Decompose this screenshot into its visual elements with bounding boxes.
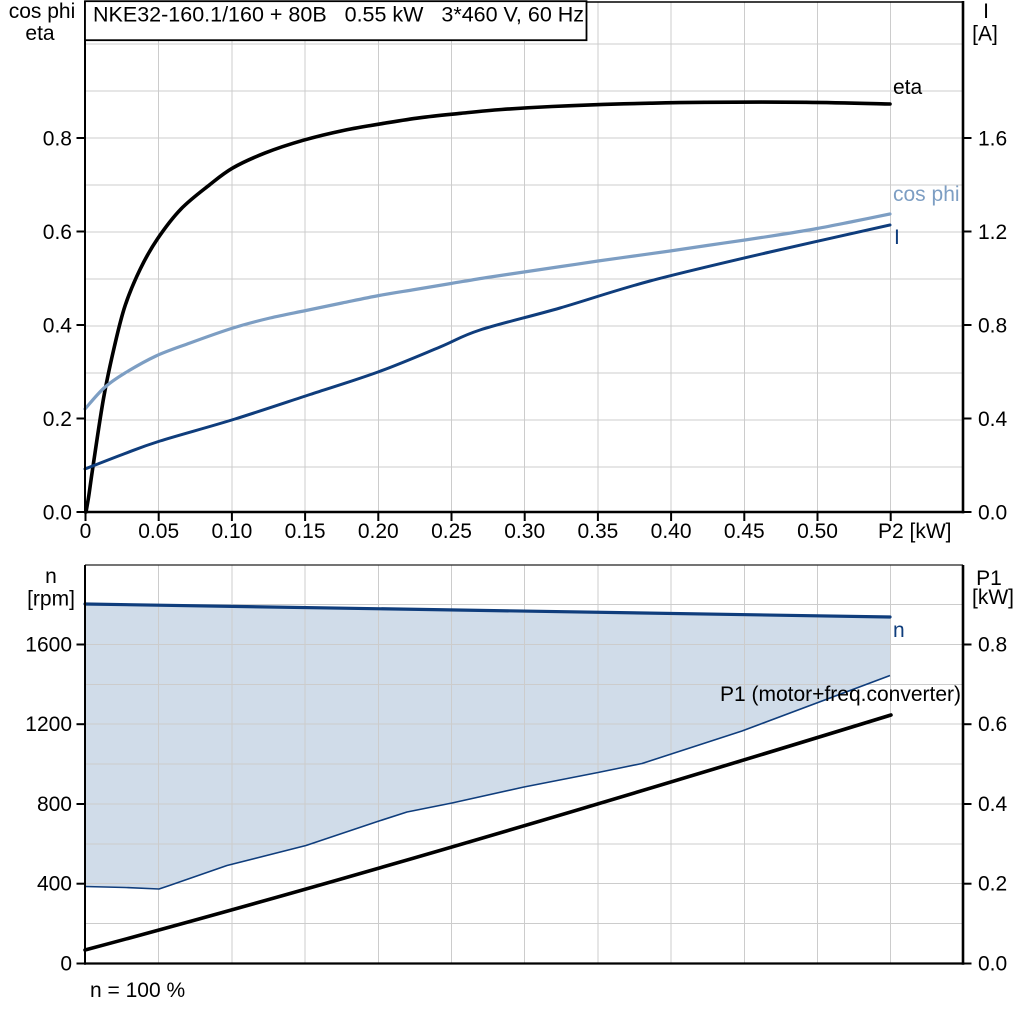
svg-text:0.2: 0.2 [43, 408, 72, 431]
svg-text:0.4: 0.4 [43, 315, 73, 338]
svg-text:1.6: 1.6 [978, 128, 1007, 151]
svg-text:0.40: 0.40 [651, 520, 692, 543]
svg-text:[kW]: [kW] [972, 586, 1014, 609]
svg-text:1.2: 1.2 [978, 221, 1007, 244]
svg-text:0.8: 0.8 [43, 128, 72, 151]
svg-text:0.6: 0.6 [43, 221, 72, 244]
svg-text:0.0: 0.0 [978, 502, 1007, 525]
svg-text:0.6: 0.6 [978, 713, 1007, 736]
svg-text:0.4: 0.4 [978, 408, 1008, 431]
svg-text:0.20: 0.20 [358, 520, 399, 543]
svg-text:0.05: 0.05 [138, 520, 179, 543]
svg-text:n = 100 %: n = 100 % [90, 979, 185, 1002]
svg-text:cos phi: cos phi [9, 0, 76, 23]
svg-text:0.4: 0.4 [978, 793, 1008, 816]
svg-text:0.10: 0.10 [211, 520, 252, 543]
svg-text:n: n [45, 565, 57, 588]
svg-text:eta: eta [25, 22, 55, 45]
svg-text:cos phi: cos phi [893, 183, 960, 206]
svg-text:0.0: 0.0 [43, 502, 72, 525]
svg-text:I: I [894, 226, 900, 249]
svg-text:eta: eta [893, 76, 923, 99]
svg-text:1600: 1600 [25, 634, 72, 657]
svg-text:0: 0 [80, 520, 92, 543]
svg-text:0.25: 0.25 [431, 520, 472, 543]
svg-text:0.2: 0.2 [978, 873, 1007, 896]
svg-text:400: 400 [37, 873, 72, 896]
svg-text:n: n [893, 619, 905, 642]
svg-text:0.50: 0.50 [797, 520, 838, 543]
svg-text:P1: P1 [976, 567, 1002, 590]
svg-text:0.8: 0.8 [978, 315, 1007, 338]
svg-text:0.0: 0.0 [978, 953, 1007, 976]
svg-text:NKE32-160.1/160 + 80B 0.55 k: NKE32-160.1/160 + 80B 0.55 kW 3*460 V, 6… [93, 3, 584, 27]
svg-text:P2 [kW]: P2 [kW] [878, 520, 952, 543]
svg-text:1200: 1200 [25, 713, 72, 736]
svg-text:[rpm]: [rpm] [27, 588, 75, 611]
svg-text:I: I [983, 0, 989, 23]
svg-text:0.45: 0.45 [724, 520, 765, 543]
svg-text:0.35: 0.35 [577, 520, 618, 543]
svg-text:[A]: [A] [972, 23, 998, 46]
svg-text:0.15: 0.15 [285, 520, 326, 543]
svg-text:0: 0 [60, 953, 72, 976]
svg-text:0.30: 0.30 [504, 520, 545, 543]
svg-text:P1 (motor+freq.converter): P1 (motor+freq.converter) [720, 683, 961, 706]
svg-text:800: 800 [37, 793, 72, 816]
svg-text:0.8: 0.8 [978, 634, 1007, 657]
